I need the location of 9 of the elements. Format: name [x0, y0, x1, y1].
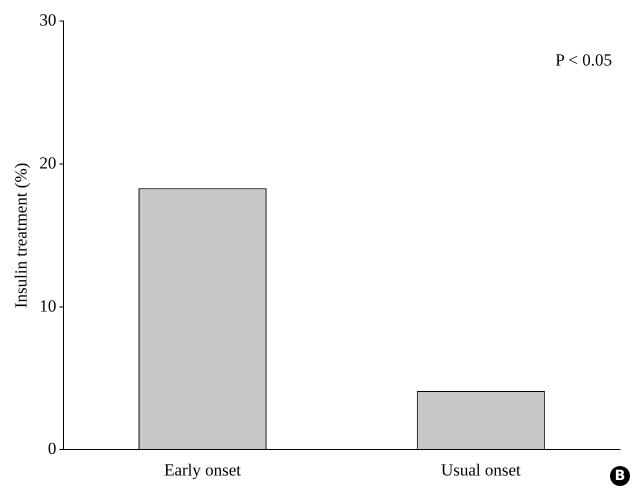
y-tick-label: 0 [48, 439, 56, 458]
text: B [610, 466, 630, 486]
x-tick-label: Usual onset [440, 460, 522, 480]
y-tick-label: 30 [39, 10, 56, 30]
y-tick-label: 20 [39, 153, 56, 172]
annotation: P < 0.05 [555, 50, 612, 70]
y-axis-title: Insulin treatment (%) [12, 162, 31, 308]
y-tick-label: 10 [39, 296, 56, 316]
x-tick-label: Early onset [164, 460, 242, 480]
